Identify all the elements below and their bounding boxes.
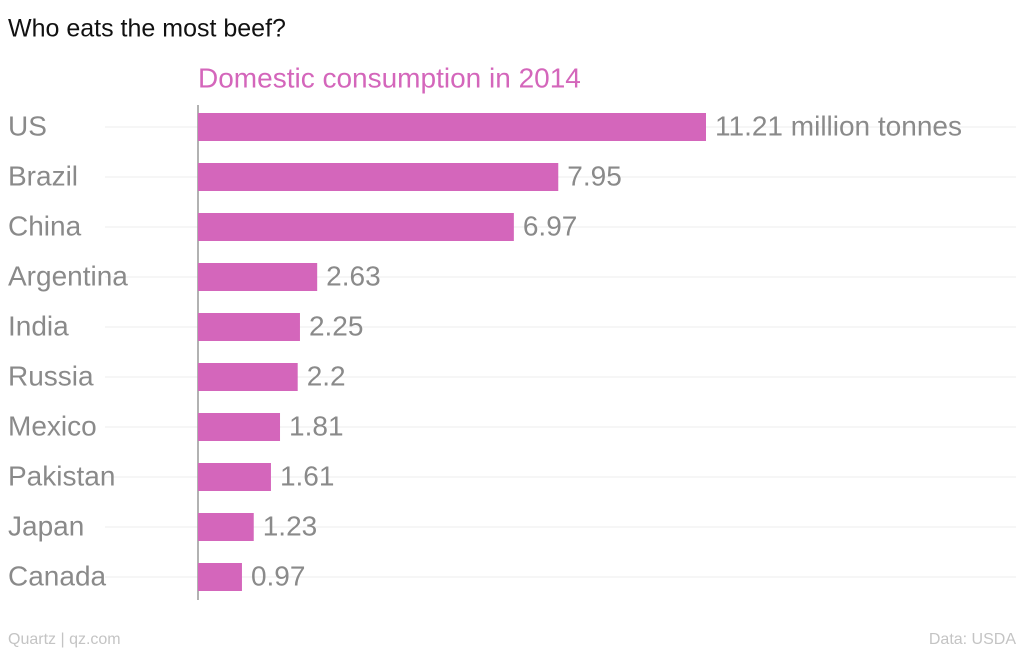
- source: Data: USDA: [929, 631, 1016, 648]
- bar: [198, 163, 559, 191]
- bar: [198, 563, 242, 591]
- category-label: Japan: [8, 510, 84, 541]
- value-label: 6.97: [523, 210, 578, 241]
- category-label: Brazil: [8, 160, 78, 191]
- bar: [198, 463, 271, 491]
- bar: [198, 113, 706, 141]
- value-label: 2.63: [326, 260, 381, 291]
- credit: Quartz | qz.com: [8, 631, 121, 648]
- category-label: Argentina: [8, 260, 128, 291]
- category-label: US: [8, 110, 47, 141]
- value-label: 1.81: [289, 410, 344, 441]
- category-label: Pakistan: [8, 460, 115, 491]
- value-label: 2.25: [309, 310, 364, 341]
- bar: [198, 513, 254, 541]
- value-label: 11.21 million tonnes: [715, 110, 962, 141]
- bar: [198, 213, 514, 241]
- value-label: 0.97: [251, 560, 306, 591]
- chart-title: Who eats the most beef?: [8, 15, 286, 43]
- category-label: China: [8, 210, 82, 241]
- bar: [198, 413, 281, 441]
- category-label: Canada: [8, 560, 107, 591]
- bar: [198, 313, 300, 341]
- chart-subtitle: Domestic consumption in 2014: [198, 62, 581, 93]
- value-label: 1.23: [263, 510, 318, 541]
- bar: [198, 263, 318, 291]
- category-label: India: [8, 310, 69, 341]
- value-label: 7.95: [567, 160, 622, 191]
- category-label: Mexico: [8, 410, 97, 441]
- value-label: 2.2: [307, 360, 346, 391]
- value-label: 1.61: [280, 460, 335, 491]
- category-label: Russia: [8, 360, 94, 391]
- bar: [198, 363, 298, 391]
